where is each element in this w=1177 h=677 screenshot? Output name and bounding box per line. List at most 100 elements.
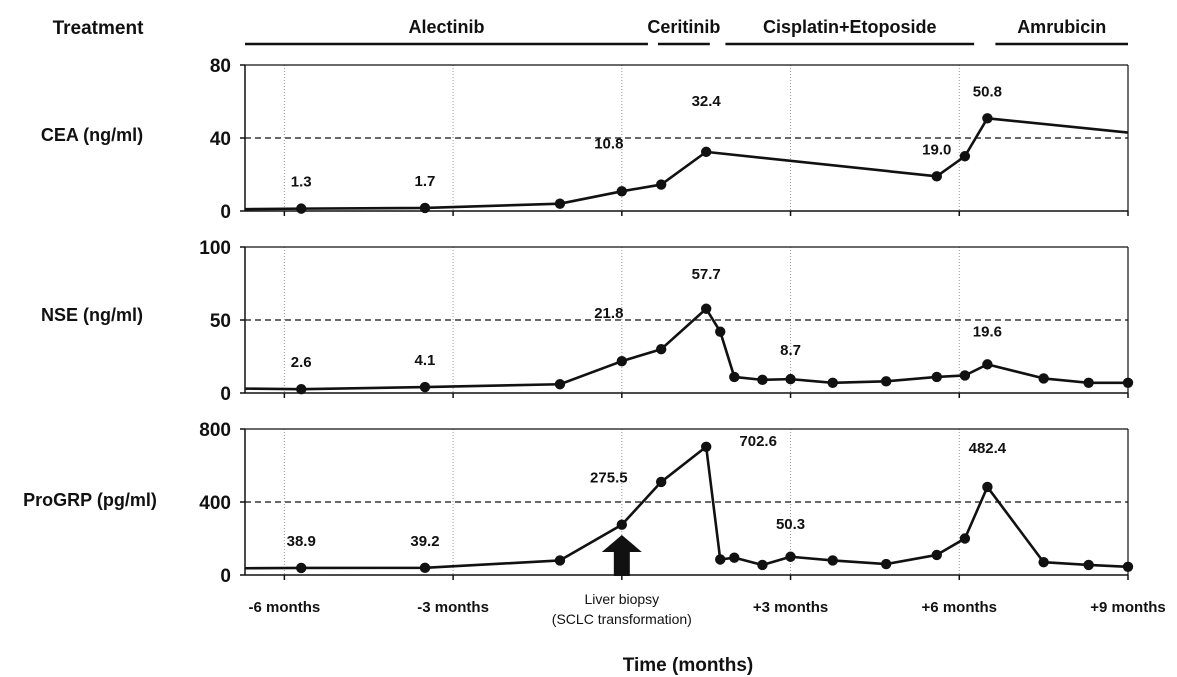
y-tick-label: 50: [210, 311, 231, 332]
data-point: [700, 303, 712, 314]
treatment-label: Alectinib: [408, 17, 484, 37]
data-point: [419, 562, 431, 574]
treatment-timeline: Alectinib Ceritinib Cisplatin+Etoposide Amr…: [245, 17, 1128, 46]
y-tick-label: 400: [199, 493, 231, 514]
data-point: [554, 555, 566, 566]
y-tick-label: 0: [220, 384, 231, 405]
y-tick-label: 40: [210, 129, 231, 150]
series-line: [244, 445, 1129, 570]
data-point: [700, 441, 712, 452]
data-label: 1.3: [291, 174, 312, 191]
x-axis-tick-labels: -6 months -3 months +3 months +6 months +9 m…: [249, 599, 1166, 616]
data-point: [729, 371, 740, 383]
data-label: 1.7: [415, 173, 436, 190]
data-label: 50.8: [973, 83, 1002, 100]
data-label: 275.5: [590, 470, 628, 487]
data-point: [419, 202, 431, 214]
data-label: 21.8: [594, 305, 623, 322]
data-point: [785, 373, 796, 385]
data-point: [616, 186, 628, 197]
x-tick-label: +6 months: [922, 599, 997, 616]
data-point: [296, 384, 307, 395]
data-point: [655, 476, 667, 488]
x-tick-label: +9 months: [1090, 599, 1165, 616]
data-point: [296, 562, 307, 574]
data-label: 10.8: [594, 135, 623, 152]
data-point: [616, 355, 628, 367]
data-label: 32.4: [692, 93, 722, 110]
y-axis-label: CEA (ng/ml): [41, 125, 143, 145]
data-point: [729, 552, 740, 563]
data-point: [757, 374, 768, 386]
x-tick-label: -3 months: [417, 599, 489, 616]
panel-3: 0 400 800 ProGRP (pg/ml) 38.9 39.2 275.5 702.6 5…: [23, 420, 1134, 587]
data-label: 39.2: [410, 533, 439, 550]
biopsy-label-line1: Liver biopsy: [584, 591, 659, 607]
data-point: [655, 344, 667, 355]
data-point: [700, 146, 712, 158]
biopsy-label-line2: (SCLC transformation): [552, 611, 692, 627]
data-point: [1122, 561, 1134, 572]
data-point: [785, 551, 796, 562]
panel-1: 0 40 80 CEA (ng/ml) 1.3 1.7 10.8 32.4 19.0 50.8: [41, 56, 1129, 223]
data-label: 8.7: [780, 342, 801, 359]
y-tick-label: 0: [220, 566, 231, 587]
data-point: [827, 377, 838, 388]
y-tick-label: 80: [210, 56, 231, 77]
data-point: [419, 381, 431, 393]
data-point: [757, 559, 768, 571]
data-point: [554, 379, 566, 390]
data-point: [880, 558, 892, 570]
biopsy-annotation: Liver biopsy (SCLC transformation): [552, 535, 692, 627]
y-axis-label: NSE (ng/ml): [41, 305, 143, 325]
data-label: 19.6: [973, 323, 1002, 340]
data-point: [715, 326, 726, 337]
data-label: 4.1: [415, 352, 436, 369]
data-label: 50.3: [776, 516, 805, 533]
data-point: [296, 203, 307, 214]
data-point: [982, 113, 993, 124]
x-tick-label: +3 months: [753, 599, 828, 616]
data-point: [1083, 377, 1094, 388]
data-point: [982, 481, 993, 493]
data-point: [827, 555, 838, 566]
data-point: [959, 533, 971, 544]
x-tick-label: -6 months: [249, 599, 321, 616]
data-point: [959, 370, 971, 381]
data-point: [1038, 373, 1049, 384]
data-point: [715, 554, 726, 565]
data-label: 482.4: [969, 440, 1007, 457]
panels: 0 40 80 CEA (ng/ml) 1.3 1.7 10.8 32.4 19.0 50.8 0 5…: [23, 56, 1134, 587]
data-point: [616, 519, 628, 530]
data-point: [931, 371, 942, 383]
x-axis-title: Time (months): [623, 655, 754, 676]
y-axis-label: ProGRP (pg/ml): [23, 490, 157, 510]
treatment-label: Cisplatin+Etoposide: [763, 17, 937, 37]
data-label: 57.7: [692, 266, 721, 283]
data-point: [655, 179, 667, 190]
data-point: [1122, 377, 1134, 388]
panel-2: 0 50 100 NSE (ng/ml) 2.6 4.1 21.8 57.7 8.7 19.6: [41, 238, 1134, 405]
biopsy-arrow-icon: [601, 535, 642, 576]
y-tick-label: 0: [220, 202, 231, 223]
treatment-heading: Treatment: [53, 18, 144, 39]
data-point: [959, 151, 971, 162]
data-label: 38.9: [287, 533, 316, 550]
treatment-label: Ceritinib: [647, 17, 720, 37]
series-line: [244, 307, 1128, 391]
data-point: [554, 198, 566, 209]
data-point: [931, 171, 942, 182]
data-point: [1083, 559, 1094, 571]
treatment-label: Amrubicin: [1017, 17, 1106, 37]
y-tick-label: 800: [199, 420, 231, 441]
y-tick-label: 100: [199, 238, 231, 259]
data-label: 702.6: [739, 433, 777, 450]
data-point: [982, 359, 993, 370]
data-point: [880, 376, 892, 387]
data-point: [1038, 557, 1049, 568]
series-line: [244, 116, 1129, 211]
data-label: 19.0: [922, 141, 951, 158]
data-label: 2.6: [291, 354, 312, 371]
data-point: [931, 549, 942, 561]
